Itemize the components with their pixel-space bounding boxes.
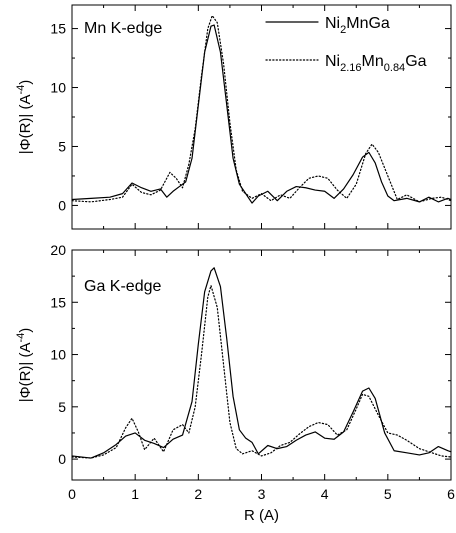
- x-tick-label: 0: [68, 486, 76, 502]
- y-tick-label: 0: [58, 451, 66, 467]
- x-tick-label: 3: [258, 486, 266, 502]
- legend-entry-1: Ni2.16Mn0.84Ga: [325, 53, 427, 74]
- y-tick-label: 15: [50, 294, 66, 310]
- panel-mn-k-edge: 0 5 10 15 |Φ(R)| (A-4) Mn K-edge Ni2MnGa Ni2.16…: [15, 4, 452, 230]
- x-tick-label: 4: [321, 486, 329, 502]
- y-tick-label: 5: [58, 138, 66, 154]
- panel-label: Mn K-edge: [84, 20, 162, 37]
- legend-entry-0: Ni2MnGa: [325, 15, 390, 36]
- y-tick-label: 10: [50, 80, 66, 96]
- y-tick-label: 20: [50, 242, 66, 258]
- y-axis-title: |Φ(R)| (A-4): [15, 80, 34, 155]
- series-line-0: [71, 267, 452, 459]
- series-line-0: [71, 24, 452, 204]
- series-line-1: [71, 15, 452, 203]
- panel-ga-k-edge: 0 1 2 3 4 5 6 0 5 10 15 20 |Φ(R)| (A-4) R (A) Ga K-edg…: [15, 242, 455, 524]
- y-axis-title: |Φ(R)| (A-4): [15, 328, 34, 403]
- x-tick-label: 5: [384, 486, 392, 502]
- plot-frame: [71, 4, 452, 230]
- y-tick-label: 10: [50, 347, 66, 363]
- x-tick-label: 6: [447, 486, 455, 502]
- x-tick-label: 1: [131, 486, 139, 502]
- series-line-1: [71, 284, 452, 459]
- y-tick-label: 15: [50, 21, 66, 37]
- x-axis-title: R (A): [244, 507, 279, 524]
- y-tick-label: 0: [58, 197, 66, 213]
- panel-label: Ga K-edge: [84, 278, 161, 295]
- x-tick-label: 2: [194, 486, 202, 502]
- y-tick-label: 5: [58, 399, 66, 415]
